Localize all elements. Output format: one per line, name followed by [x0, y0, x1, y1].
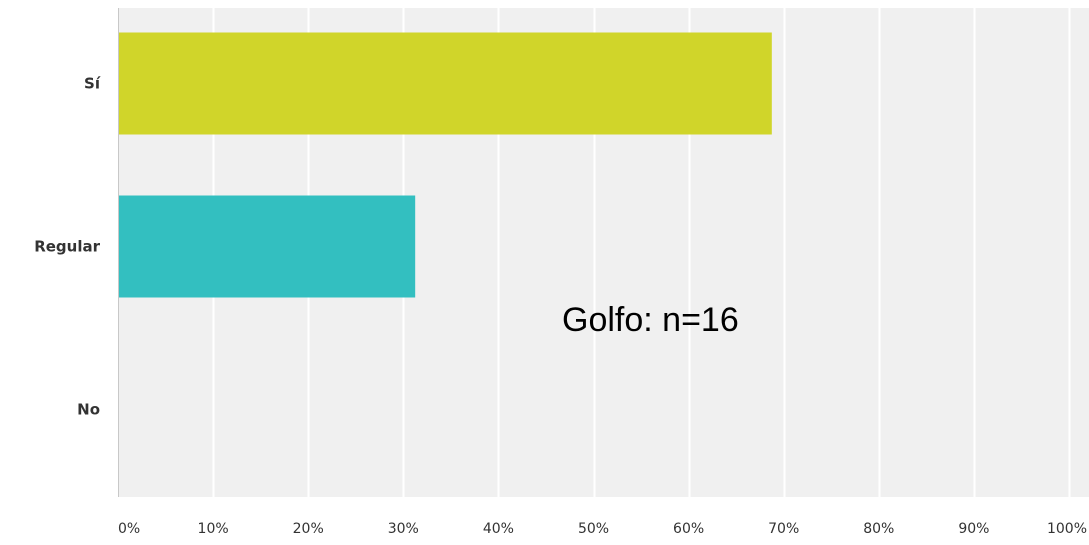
x-tick-label: 30%: [388, 521, 419, 537]
bar-1: [119, 32, 772, 135]
bars: [119, 32, 772, 298]
x-tick-label: 90%: [958, 521, 989, 537]
x-tick-label: 70%: [768, 521, 799, 537]
x-tick-label: 80%: [863, 521, 894, 537]
x-tick-label: 20%: [293, 521, 324, 537]
sample-size-annotation: Golfo: n=16: [562, 301, 739, 339]
category-labels: Sí Regular No: [34, 75, 101, 419]
bar-2: [119, 195, 416, 298]
category-label: Regular: [34, 238, 100, 256]
x-tick-label: 0%: [118, 521, 140, 537]
category-label: Sí: [84, 75, 101, 93]
x-tick-labels: 0% 10% 20% 30% 40% 50% 60% 70% 80% 90% 100%: [118, 521, 1087, 537]
category-label: No: [77, 401, 100, 419]
x-tick-label: 50%: [578, 521, 609, 537]
x-tick-label: 60%: [673, 521, 704, 537]
x-tick-label: 10%: [198, 521, 229, 537]
x-tick-label: 100%: [1047, 521, 1087, 537]
x-tick-label: 40%: [483, 521, 514, 537]
